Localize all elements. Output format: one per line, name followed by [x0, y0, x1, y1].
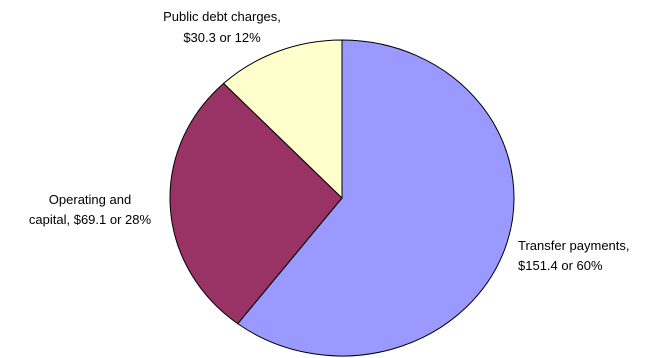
- slice-label-line: Operating and: [49, 192, 131, 207]
- slice-label-operating-and-capital: Operating and capital, $69.1 or 28%: [29, 192, 152, 227]
- slice-label-line: $30.3 or 12%: [183, 30, 261, 45]
- slice-labels: Transfer payments, $151.4 or 60% Operating…: [29, 9, 630, 273]
- slice-label-line: capital, $69.1 or 28%: [29, 212, 152, 227]
- pie-slice-operating-and-capital: [169, 82, 343, 325]
- pie-slices: [169, 39, 515, 357]
- slice-label-public-debt-charges: Public debt charges, $30.3 or 12%: [163, 9, 281, 45]
- slice-label-line: Public debt charges,: [163, 9, 281, 24]
- slice-label-line: Transfer payments,: [518, 238, 630, 253]
- slice-label-line: $151.4 or 60%: [518, 258, 603, 273]
- slice-label-transfer-payments: Transfer payments, $151.4 or 60%: [518, 238, 630, 273]
- pie-slice-public-debt-charges: [222, 39, 343, 200]
- pie-slice-transfer-payments: [236, 39, 515, 357]
